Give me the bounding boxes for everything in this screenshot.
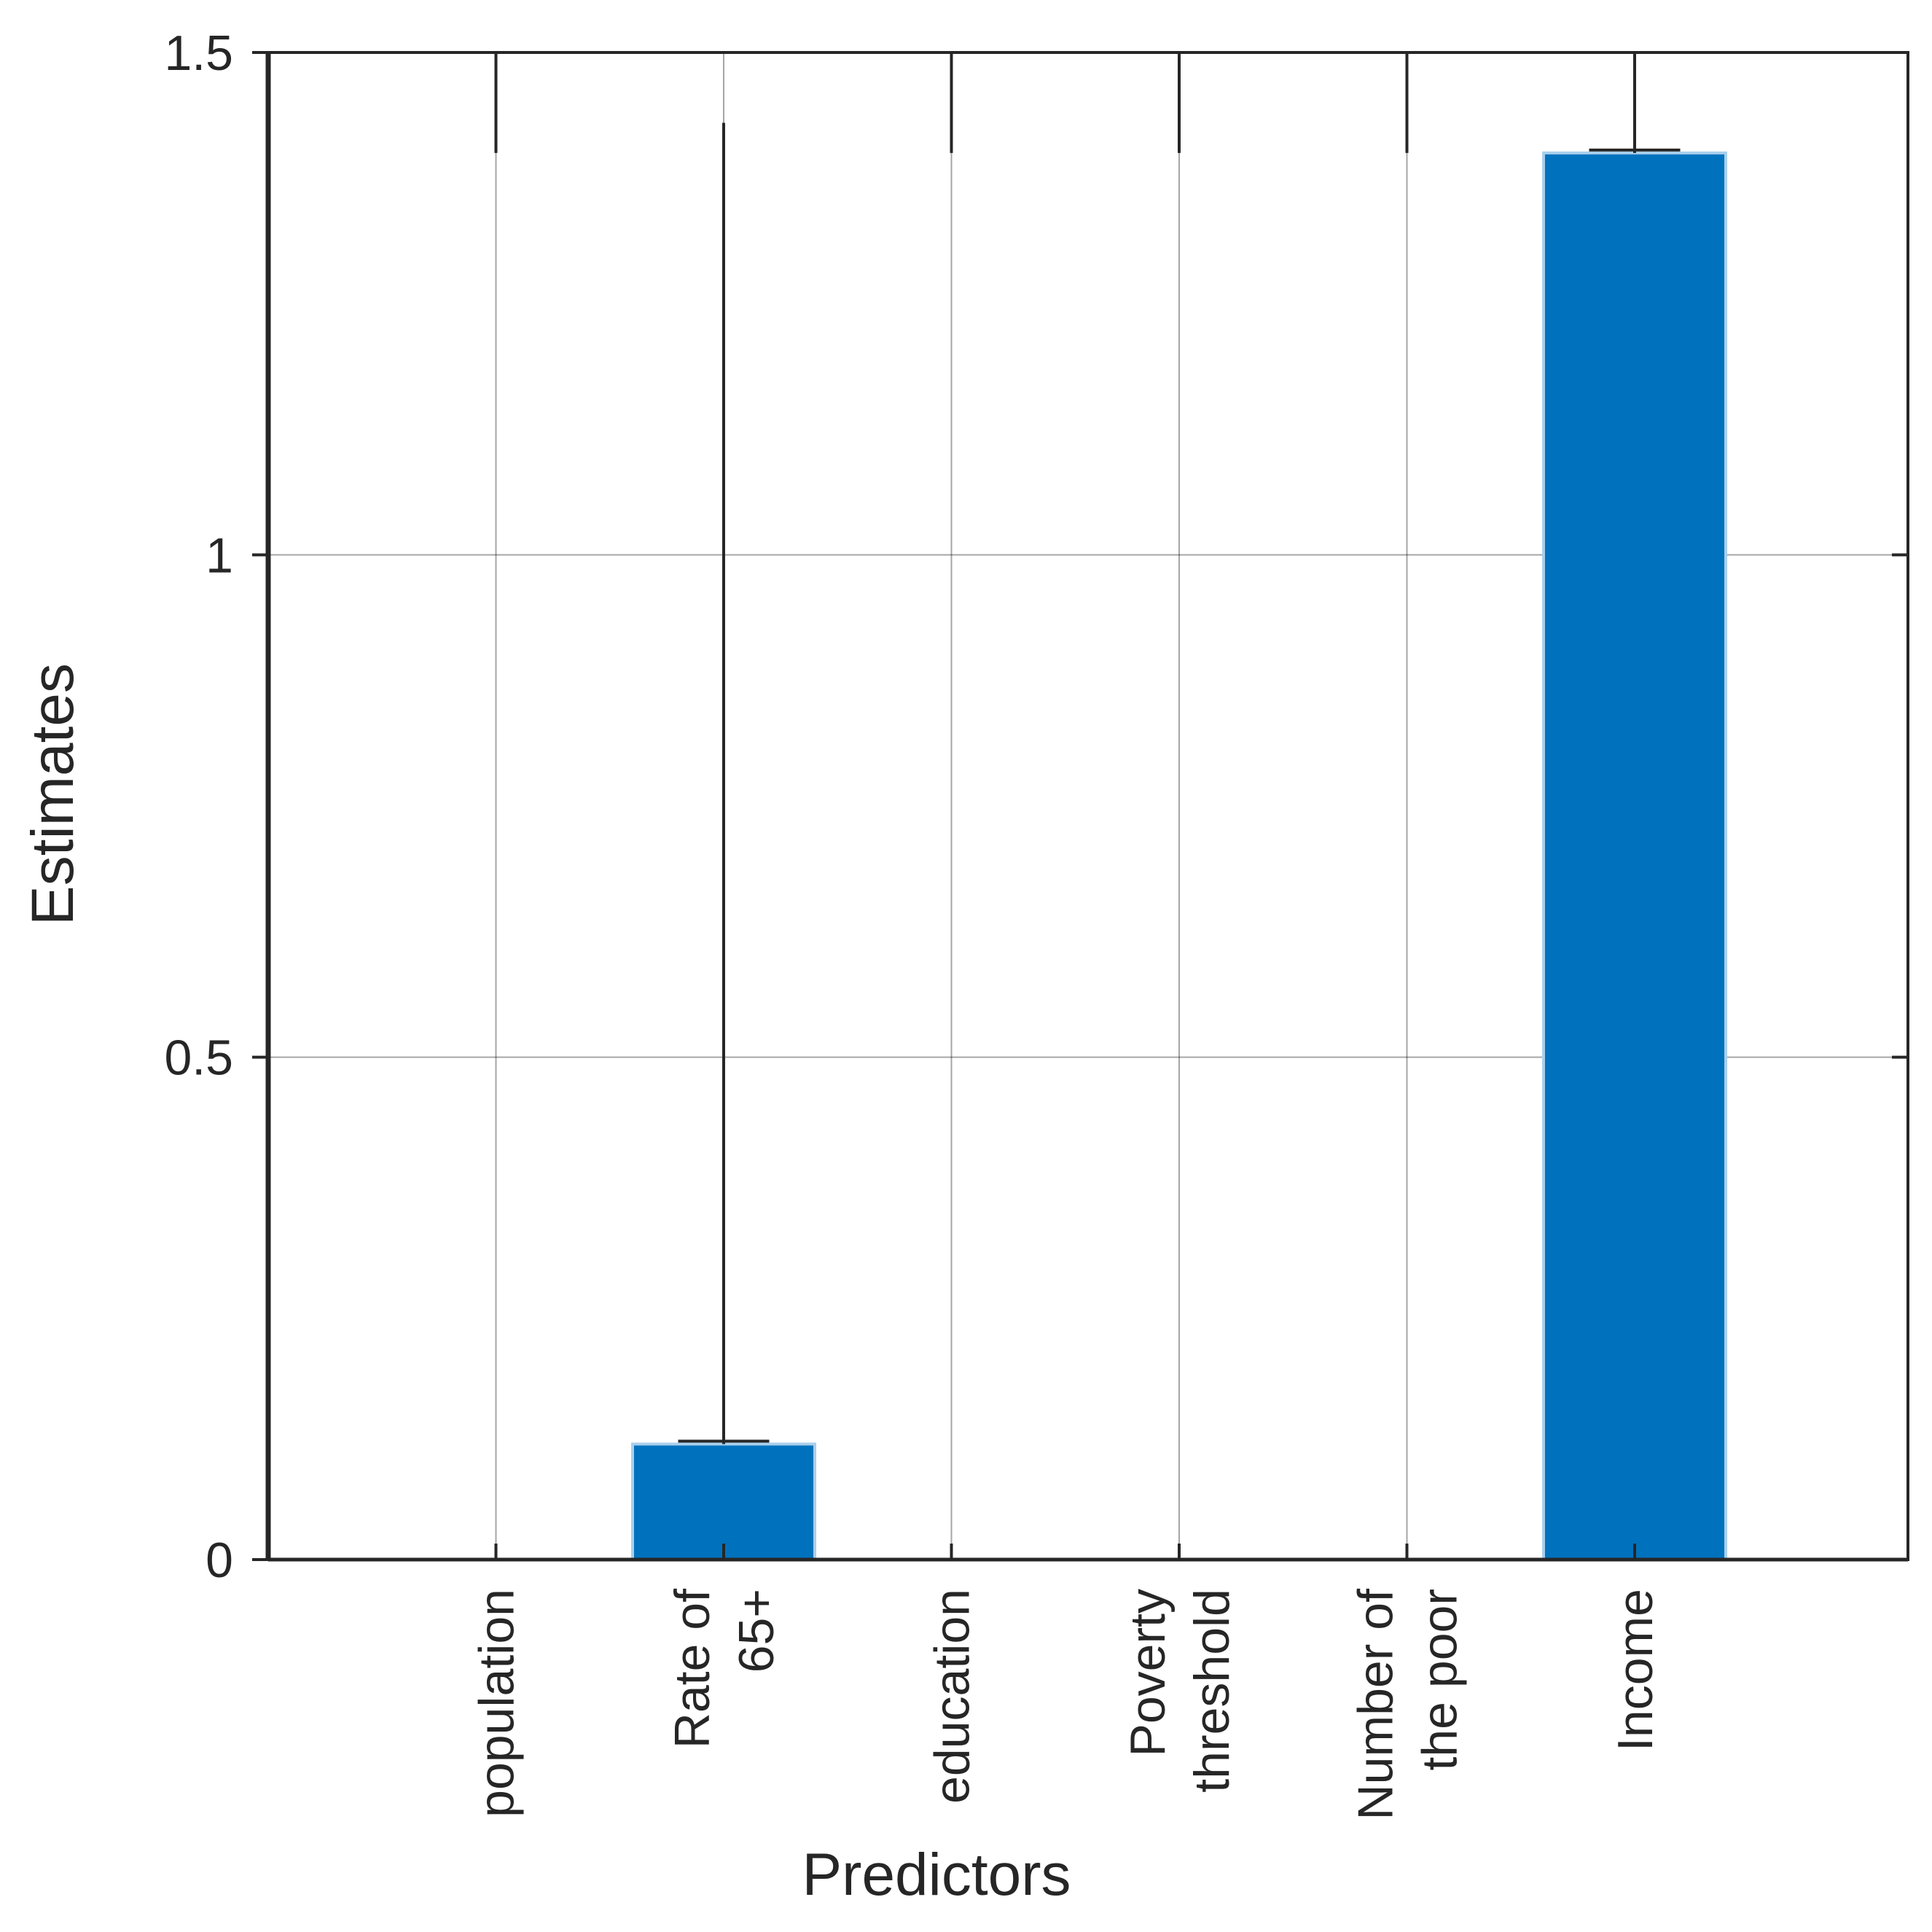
x-tick-label-1-0: Rate of bbox=[665, 1589, 720, 1748]
x-tick-label-4-0: Number of bbox=[1348, 1589, 1404, 1820]
y-axis-title: Estimates bbox=[20, 663, 86, 926]
bar-1 bbox=[631, 1442, 816, 1562]
x-tick-label-0-0: population bbox=[469, 1589, 525, 1818]
axis-layer bbox=[252, 51, 1909, 1562]
x-tick-label-5-0: Income bbox=[1608, 1589, 1663, 1751]
label-layer: 0 0.5 1 1.5 population Rate of 65+ education Pov… bbox=[164, 26, 1663, 1820]
bar-5 bbox=[1542, 151, 1727, 1561]
y-tick-label-1: 0.5 bbox=[164, 1030, 233, 1086]
bar-layer bbox=[631, 151, 1727, 1562]
y-tick-label-3: 1.5 bbox=[164, 26, 233, 81]
x-tick-label-3-1: threshold bbox=[1184, 1589, 1240, 1793]
y-tick-label-2: 1 bbox=[206, 528, 233, 583]
x-tick-label-1-1: 65+ bbox=[729, 1589, 784, 1673]
x-tick-label-4-1: the poor bbox=[1412, 1589, 1468, 1771]
x-tick-label-2-0: education bbox=[925, 1589, 980, 1804]
x-axis-title: Predictors bbox=[802, 1842, 1071, 1908]
x-tick-label-3-0: Poverty bbox=[1120, 1589, 1176, 1757]
error-bar-layer bbox=[494, 52, 1681, 1444]
y-tick-label-0: 0 bbox=[206, 1533, 233, 1588]
